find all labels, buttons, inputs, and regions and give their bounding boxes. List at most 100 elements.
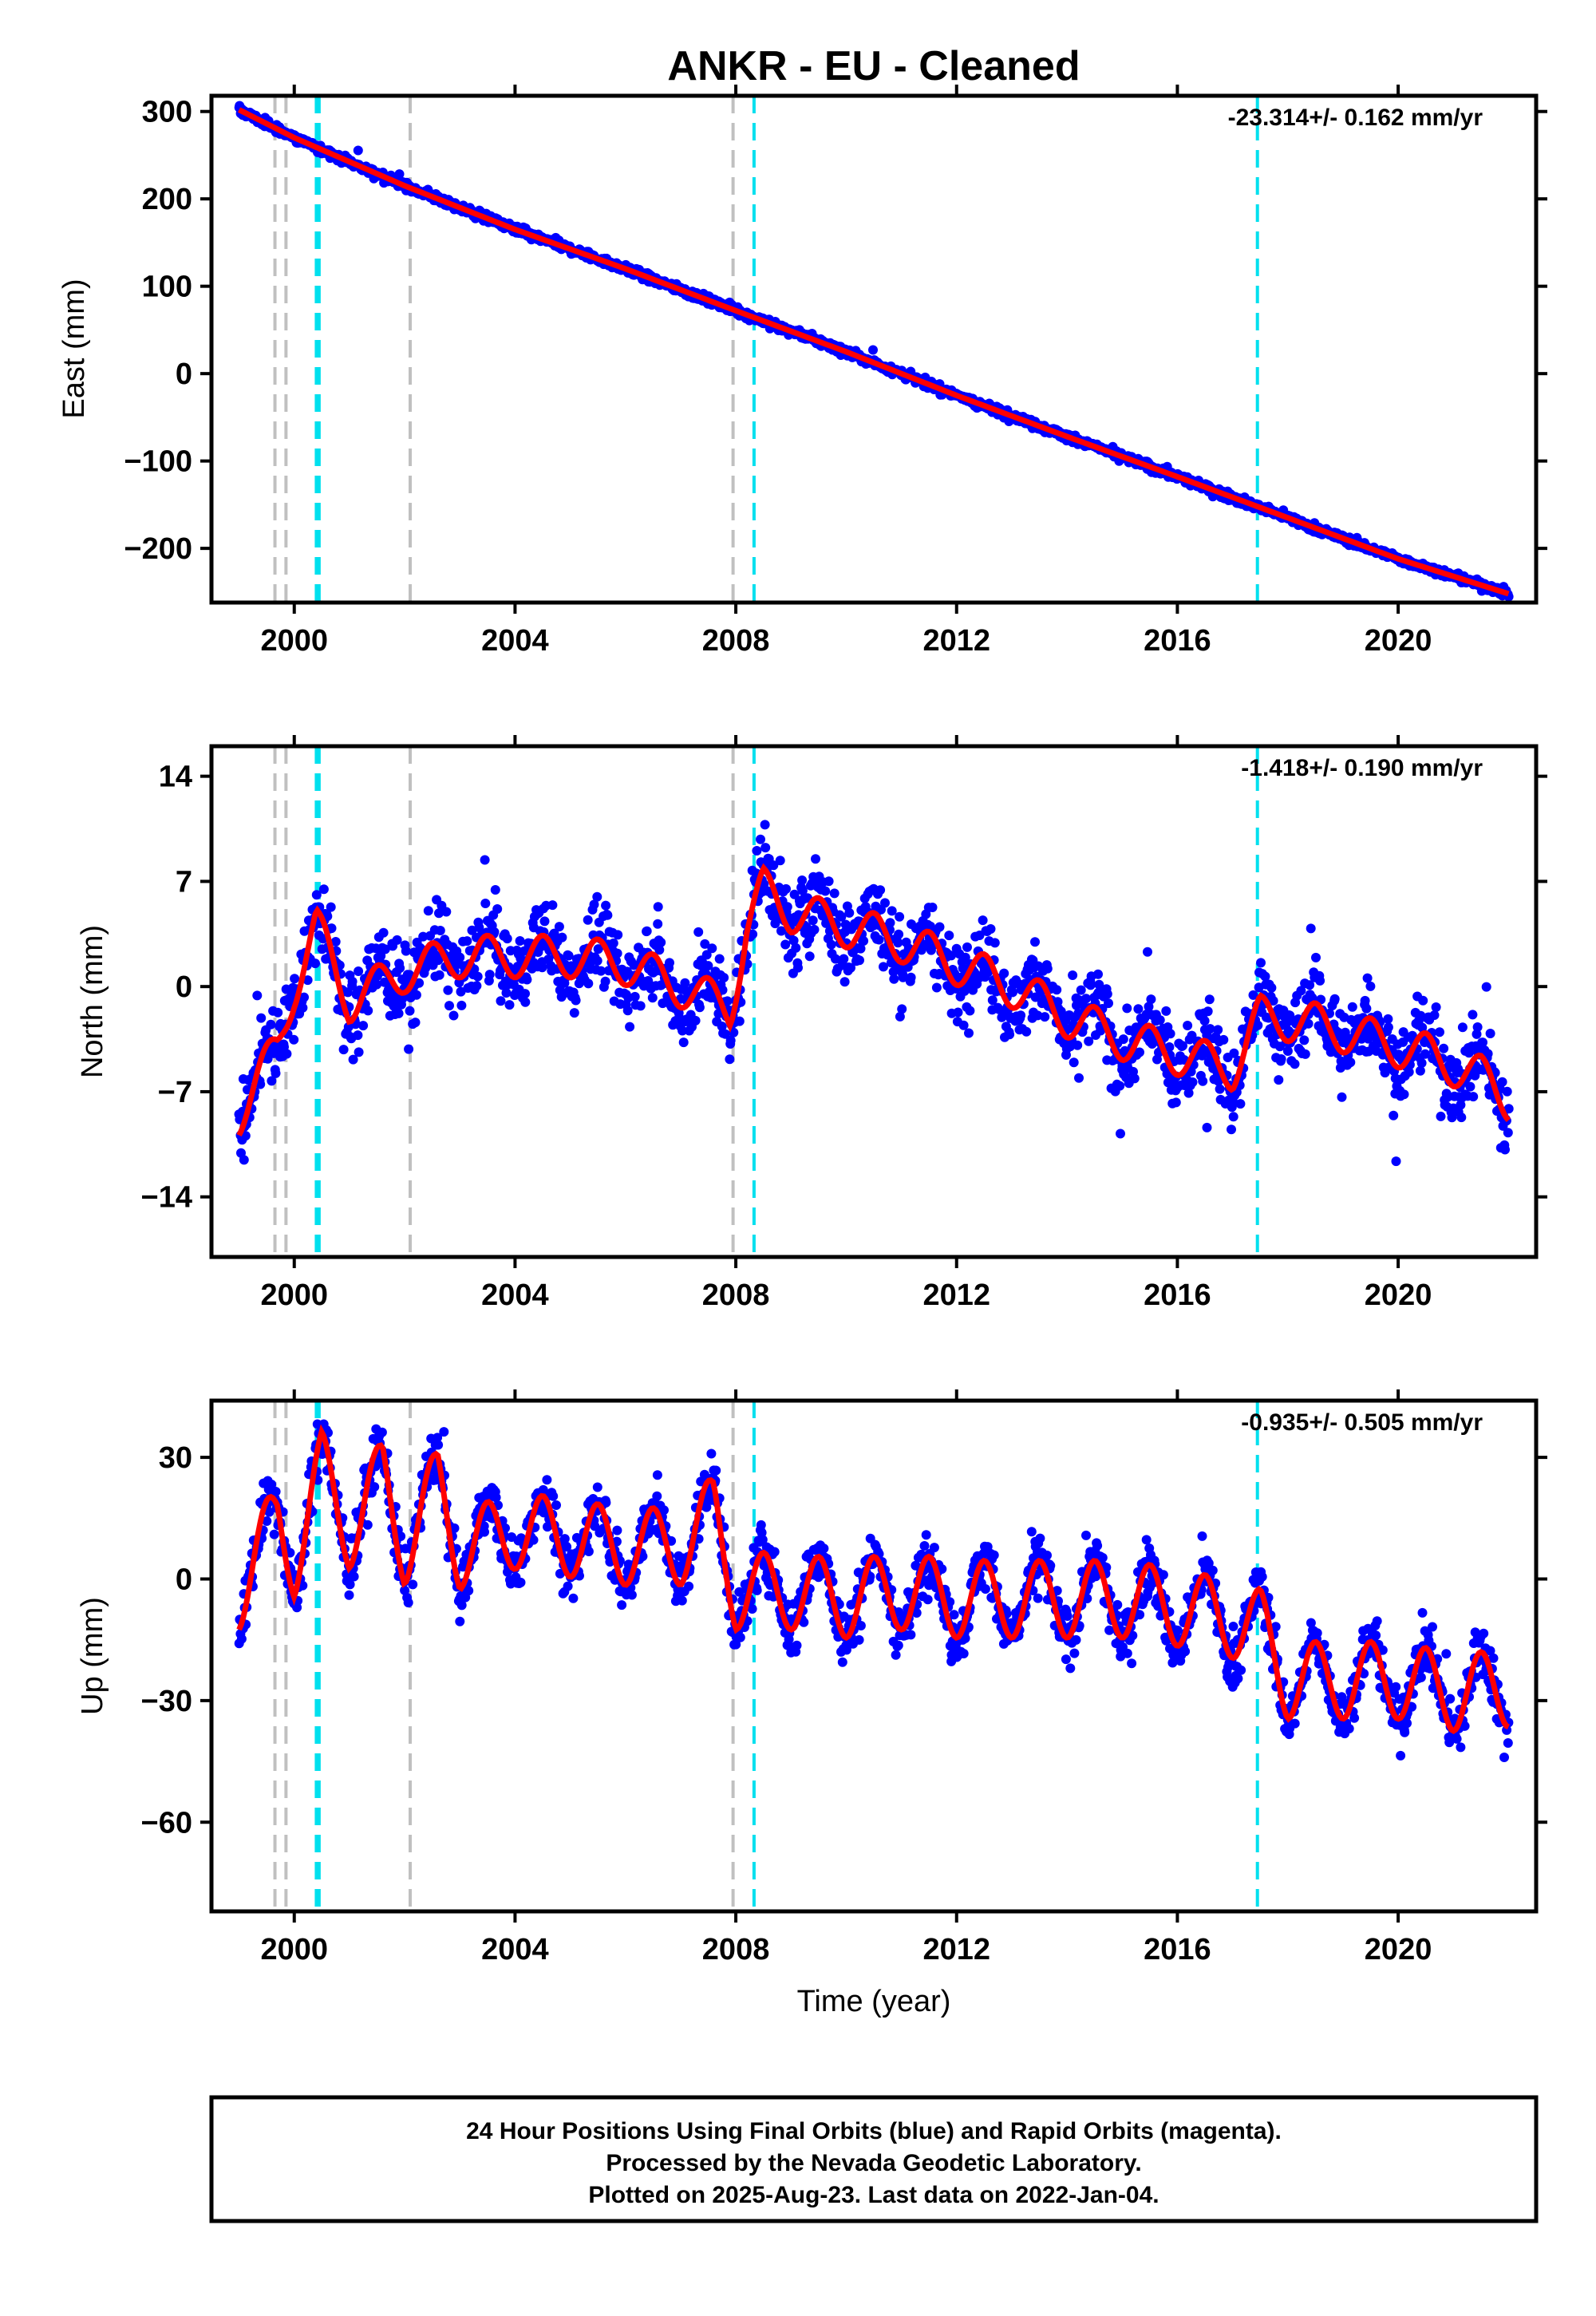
data-point <box>880 898 890 908</box>
data-point <box>722 996 733 1006</box>
data-point <box>1300 1049 1310 1059</box>
data-point <box>1260 971 1270 982</box>
data-point <box>829 888 839 899</box>
x-tick-label: 2016 <box>1144 624 1211 658</box>
data-point <box>1199 1016 1210 1026</box>
x-tick-label: 2020 <box>1365 624 1432 658</box>
data-point <box>895 911 905 922</box>
data-point <box>1073 1040 1083 1050</box>
data-point <box>799 1617 809 1627</box>
data-point <box>236 1634 247 1644</box>
data-point <box>354 1047 364 1057</box>
data-point <box>515 936 525 946</box>
data-point <box>978 915 988 926</box>
data-point <box>1347 1002 1357 1012</box>
data-point <box>654 945 665 955</box>
figure-title: ANKR - EU - Cleaned <box>667 43 1080 89</box>
data-point <box>1266 982 1277 993</box>
data-point <box>797 875 808 885</box>
data-point <box>844 907 855 918</box>
data-point <box>1005 1030 1015 1040</box>
data-point <box>501 988 512 998</box>
data-point <box>1485 1029 1495 1038</box>
data-point <box>267 1076 277 1086</box>
data-point <box>953 1007 963 1018</box>
data-point <box>694 1002 705 1013</box>
data-point <box>414 978 425 988</box>
data-point <box>596 966 606 976</box>
data-point <box>455 952 465 962</box>
data-point <box>369 1482 380 1492</box>
data-point <box>559 1534 570 1544</box>
data-point <box>748 929 758 939</box>
data-point <box>622 1006 633 1016</box>
data-point <box>311 890 322 900</box>
data-point <box>1146 994 1156 1005</box>
data-point <box>240 1131 251 1141</box>
data-point <box>434 908 444 919</box>
data-point <box>302 975 313 986</box>
data-point <box>353 145 363 156</box>
data-point <box>464 1586 474 1596</box>
data-point <box>703 961 713 971</box>
data-point <box>1065 1663 1076 1674</box>
data-point <box>1161 1006 1171 1016</box>
data-point <box>1439 1043 1449 1053</box>
data-point <box>592 891 602 902</box>
data-point <box>1183 1021 1193 1030</box>
data-point <box>318 884 329 895</box>
data-point <box>960 952 970 962</box>
data-point <box>713 1009 724 1019</box>
data-point <box>590 1521 600 1531</box>
data-point <box>1483 1049 1493 1059</box>
data-point <box>652 1470 662 1480</box>
data-point <box>690 1015 701 1026</box>
event-lines <box>273 1401 1259 1911</box>
data-point <box>496 996 506 1006</box>
north-data-points <box>234 820 1514 1167</box>
plot-frame <box>209 93 1539 605</box>
data-point <box>1365 981 1376 991</box>
data-point <box>1035 1533 1045 1543</box>
data-point <box>1303 1018 1314 1029</box>
data-point <box>528 1535 539 1545</box>
data-point <box>1447 1113 1457 1123</box>
data-point <box>1282 1046 1293 1056</box>
data-point <box>472 981 482 991</box>
data-point <box>630 991 640 1002</box>
x-tick-label: 2000 <box>260 1279 328 1312</box>
y-tick-label: −100 <box>124 445 192 479</box>
data-point <box>539 916 550 927</box>
data-point <box>290 974 300 984</box>
data-point <box>271 1068 281 1078</box>
data-point <box>756 834 765 844</box>
data-point <box>1094 979 1104 990</box>
data-point <box>1478 1037 1487 1048</box>
data-point <box>711 1465 721 1476</box>
data-point <box>653 902 663 912</box>
data-point <box>1135 1610 1145 1620</box>
data-point <box>922 1595 933 1605</box>
data-point <box>1116 1128 1125 1139</box>
data-point <box>349 1571 359 1582</box>
data-point <box>1345 1057 1356 1068</box>
data-point <box>1481 982 1491 992</box>
data-point <box>1081 1530 1091 1540</box>
data-point <box>855 955 864 966</box>
data-point <box>262 1516 272 1526</box>
data-point <box>756 1520 766 1530</box>
data-point <box>612 1525 622 1535</box>
data-point <box>1429 1010 1440 1020</box>
data-point <box>1082 1594 1092 1603</box>
data-point <box>252 990 263 1001</box>
data-point <box>1436 1111 1446 1121</box>
y-tick-label: −7 <box>158 1076 192 1109</box>
data-point <box>964 1028 974 1038</box>
y-axis-label: East (mm) <box>57 279 91 418</box>
data-point <box>659 1505 669 1516</box>
rate-label: -23.314+/- 0.162 mm/yr <box>1228 105 1483 131</box>
data-point <box>520 997 531 1007</box>
data-point <box>1502 1086 1512 1097</box>
data-point <box>405 970 414 980</box>
